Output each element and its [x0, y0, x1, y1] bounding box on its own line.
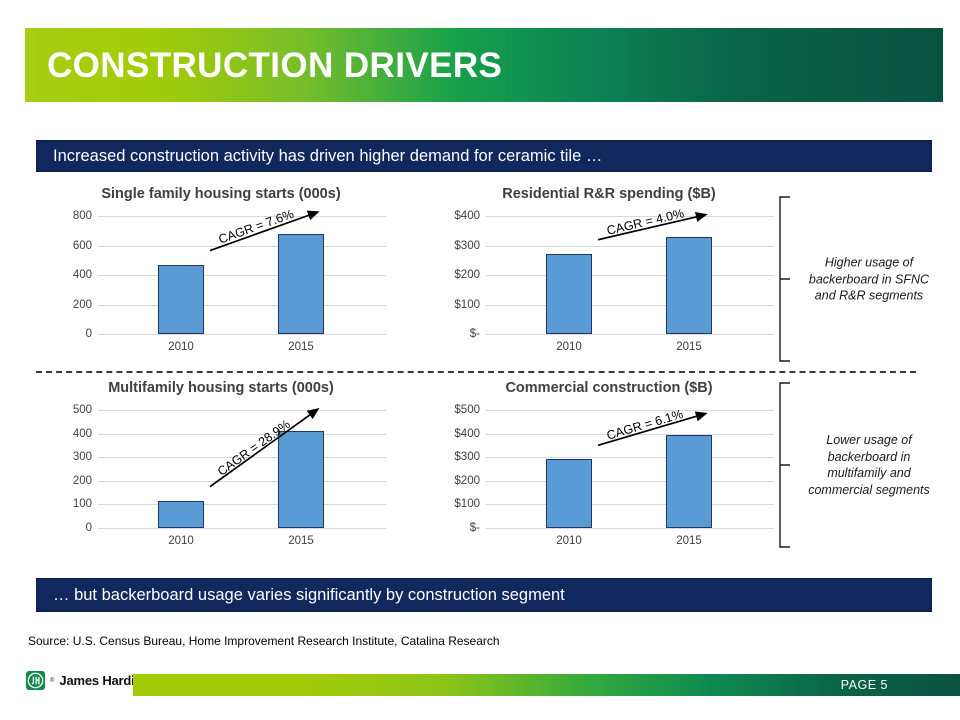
chart-gridline [486, 504, 774, 506]
y-axis-tick-label: 500 [72, 404, 92, 416]
chart-gridline [486, 216, 774, 217]
chart-bar [666, 236, 712, 334]
y-axis-tick-label: $- [469, 328, 480, 340]
chart-gridline [486, 480, 774, 482]
chart-gridline [486, 245, 774, 247]
chart-gridline [486, 410, 774, 411]
chart-single-family: Single family housing starts (000s) 0 200… [36, 186, 406, 366]
chart-gridline [98, 528, 386, 529]
x-axis-tick-label: 2015 [288, 341, 314, 353]
footer-bar: PAGE 5 [133, 674, 960, 696]
chart-title: Single family housing starts (000s) [101, 186, 341, 202]
x-axis-tick-label: 2010 [556, 341, 582, 353]
chart-gridline [486, 457, 774, 459]
y-axis-tick-label: $100 [454, 298, 480, 311]
y-axis-tick-label: $400 [454, 427, 480, 440]
chart-title: Multifamily housing starts (000s) [108, 380, 334, 396]
annotation-upper-segments: Higher usage of backerboard in SFNC and … [776, 196, 936, 362]
chart-bar [158, 500, 204, 528]
chart-title: Residential R&R spending ($B) [502, 186, 716, 202]
slide-title-banner: CONSTRUCTION DRIVERS [25, 28, 943, 102]
chart-bar [546, 459, 592, 528]
y-axis-tick-label: 300 [72, 451, 92, 464]
registered-mark-icon: ® [50, 677, 55, 684]
chart-gridline [98, 245, 386, 247]
chart-gridline [98, 216, 386, 217]
chart-gridline [98, 275, 386, 276]
y-axis-tick-label: 0 [85, 328, 92, 340]
chart-multifamily: Multifamily housing starts (000s) 0 100 20… [36, 380, 406, 560]
y-axis-tick-label: 100 [72, 498, 92, 511]
y-axis-tick-label: 0 [85, 522, 92, 534]
chart-gridline [98, 433, 386, 435]
y-axis-tick-label: $300 [454, 239, 480, 252]
chart-bar [278, 431, 324, 528]
headline-banner-top: Increased construction activity has driv… [36, 140, 932, 172]
y-axis-tick-label: 400 [72, 427, 92, 440]
y-axis-tick-label: 200 [72, 298, 92, 311]
chart-gridline [98, 504, 386, 506]
section-divider [36, 371, 916, 373]
bracket-icon [779, 382, 790, 548]
james-hardie-logo-icon [26, 671, 45, 690]
annotation-lower-text: Lower usage of backerboard in multifamil… [808, 433, 930, 497]
headline-banner-bottom-text: … but backerboard usage varies significa… [53, 585, 565, 604]
y-axis-tick-label: $200 [454, 474, 480, 487]
x-axis-tick-label: 2015 [676, 341, 702, 353]
brand-name: James Hardie [59, 673, 142, 688]
page-number: PAGE 5 [840, 678, 888, 692]
headline-banner-bottom: … but backerboard usage varies significa… [36, 578, 932, 612]
y-axis-tick-label: $300 [454, 451, 480, 464]
y-axis-tick-label: 200 [72, 474, 92, 487]
bracket-icon [779, 196, 790, 362]
chart-gridline [98, 304, 386, 306]
x-axis-tick-label: 2010 [168, 341, 194, 353]
chart-bar [666, 435, 712, 528]
chart-commercial: Commercial construction ($B) $- $100 $200 $… [424, 380, 794, 560]
y-axis-tick-label: $100 [454, 498, 480, 511]
y-axis-tick-label: $200 [454, 269, 480, 281]
y-axis-tick-label: $500 [454, 404, 480, 416]
chart-gridline [486, 528, 774, 529]
y-axis-tick-label: 600 [72, 239, 92, 252]
chart-plot-area: 0 100 200 300 400 500 2010 2015 [73, 404, 386, 547]
source-note: Source: U.S. Census Bureau, Home Improve… [28, 634, 500, 648]
annotation-upper-text: Higher usage of backerboard in SFNC and … [808, 255, 930, 303]
chart-gridline [98, 480, 386, 482]
x-axis-tick-label: 2015 [676, 535, 702, 547]
chart-plot-area: $- $100 $200 $300 $400 2010 2015 [454, 210, 774, 353]
y-axis-tick-label: 400 [72, 269, 92, 281]
brand-logo: ® James Hardie [26, 671, 142, 690]
chart-gridline [98, 410, 386, 411]
chart-gridline [486, 334, 774, 335]
x-axis-tick-label: 2010 [168, 535, 194, 547]
x-axis-tick-label: 2010 [556, 535, 582, 547]
chart-plot-area: $- $100 $200 $300 $400 $500 2010 2015 [454, 404, 774, 547]
chart-gridline [486, 275, 774, 276]
x-axis-tick-label: 2015 [288, 535, 314, 547]
y-axis-tick-label: $- [469, 522, 480, 534]
chart-residential-rr: Residential R&R spending ($B) $- $100 $200… [424, 186, 794, 366]
chart-bar [158, 264, 204, 334]
page-title: CONSTRUCTION DRIVERS [47, 45, 503, 85]
chart-bar [278, 233, 324, 334]
annotation-lower-segments: Lower usage of backerboard in multifamil… [776, 382, 936, 548]
chart-title: Commercial construction ($B) [505, 380, 713, 396]
chart-bar [546, 253, 592, 334]
chart-gridline [98, 334, 386, 335]
headline-banner-top-text: Increased construction activity has driv… [53, 146, 603, 165]
y-axis-tick-label: $400 [454, 210, 480, 222]
chart-gridline [486, 304, 774, 306]
y-axis-tick-label: 800 [72, 210, 92, 222]
